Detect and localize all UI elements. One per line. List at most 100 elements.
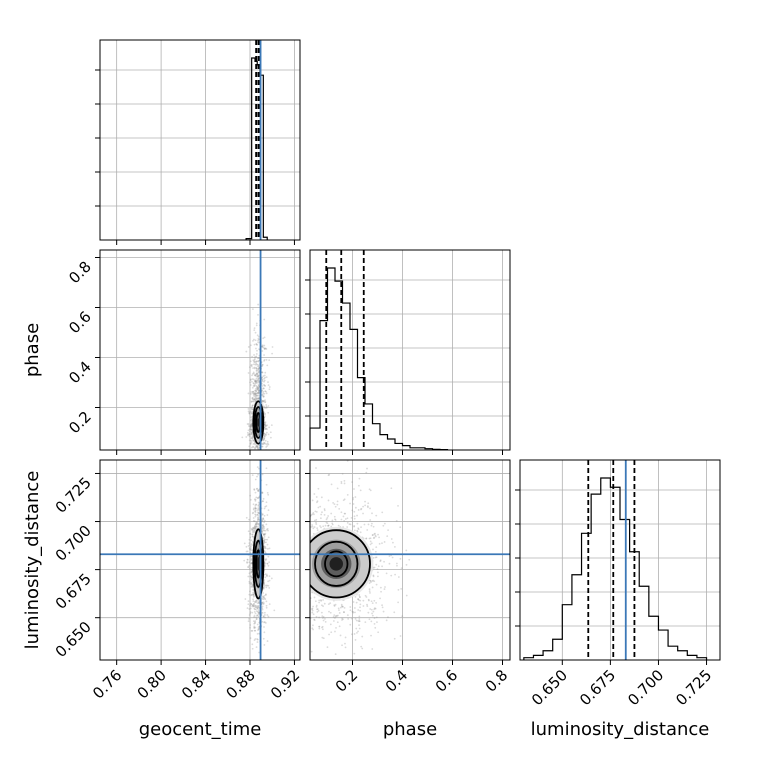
sample-point [263,539,265,542]
sample-point [248,593,251,596]
sample-point [371,512,373,515]
sample-point [257,490,260,492]
sample-point [253,360,255,363]
sample-point [256,387,259,390]
sample-point [254,380,257,383]
sample-point [254,397,257,400]
sample-point [381,511,384,514]
sample-point [250,428,253,431]
sample-point [363,523,366,526]
panel-frame-2-1 [309,459,511,661]
sample-point [327,524,330,527]
sample-point [334,505,337,508]
sample-point [263,621,266,623]
sample-point [253,625,256,628]
sample-point [262,587,265,590]
sample-point [263,423,266,426]
sample-point [250,423,253,426]
sample-point [250,426,252,428]
sample-point [352,601,355,603]
sample-point [360,507,363,510]
sample-point [346,614,349,617]
sample-point [257,371,260,373]
sample-point [340,518,343,521]
sample-point [265,405,268,408]
sample-point [252,503,255,506]
sample-point [267,529,269,532]
sample-point [251,512,254,515]
x-label-luminosity-distance: luminosity_distance [531,719,710,740]
sample-point [306,510,308,512]
sample-point [265,348,268,350]
sample-point [257,375,260,378]
sample-point [302,554,304,556]
sample-point [263,535,266,538]
sample-point [343,606,346,609]
sample-point [284,567,286,569]
sample-point [256,381,259,384]
sample-point [261,376,264,379]
sample-point [276,528,278,530]
sample-point [253,498,256,501]
frames-layer [99,39,721,661]
sample-point [253,626,256,629]
sample-point [289,603,291,605]
sample-point [300,468,302,470]
sample-point [252,378,255,381]
sample-point [381,542,383,545]
sample-point [264,532,267,535]
sample-point [252,529,255,532]
sample-point [360,508,362,511]
sample-point [338,625,341,628]
sample-point [337,614,339,617]
sample-point [250,562,252,565]
sample-point [346,517,349,520]
sample-point [317,487,320,490]
x-tick-label-phase-2: 0.6 [432,666,462,696]
sample-point [288,548,290,550]
sample-point [261,380,264,383]
sample-point [311,609,314,612]
sample-point [312,512,315,514]
sample-point [250,582,253,585]
sample-point [250,559,253,561]
sample-point [268,359,271,361]
sample-point [266,547,269,550]
sample-point [261,399,263,402]
sample-point [261,376,263,379]
sample-point [256,513,259,516]
sample-point [319,525,321,527]
sample-point [313,618,316,621]
sample-point [257,380,260,383]
sample-point [255,606,257,609]
sample-point [254,529,256,532]
sample-point [318,625,321,628]
sample-point [249,532,252,535]
sample-point [297,620,299,622]
sample-point [256,602,259,605]
sample-point [301,657,303,659]
sample-point [256,610,259,613]
sample-point [401,615,404,618]
sample-point [295,545,297,547]
sample-point [304,591,306,593]
sample-point [261,378,264,381]
sample-point [247,530,250,533]
sample-point [264,439,267,442]
sample-point [255,360,258,363]
sample-point [353,652,356,655]
sample-point [353,524,356,527]
sample-point [288,609,290,611]
sample-point [262,434,265,437]
sample-point [358,618,361,620]
sample-point [263,579,266,581]
sample-point [253,393,256,396]
sample-point [246,423,249,425]
sample-point [252,452,254,454]
sample-point [346,526,349,528]
x-tick-label-luminosity_distance-3: 0.725 [672,666,715,709]
sample-point [252,450,254,452]
sample-point [248,572,251,575]
sample-point [372,537,375,540]
sample-point [335,614,338,617]
